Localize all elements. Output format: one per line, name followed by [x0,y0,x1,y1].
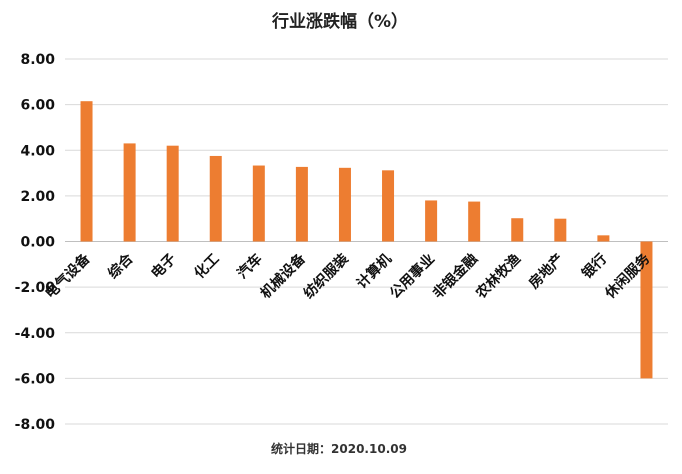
y-tick-label: -2.00 [15,280,56,296]
x-tick-label: 电气设备 [42,250,94,302]
x-tick-label: 纺织服装 [300,250,352,302]
footnote: 统计日期：2020.10.09 [271,441,407,456]
y-tick-label: -8.00 [15,417,56,433]
bar-5 [295,166,308,242]
y-tick-label: -6.00 [15,371,56,387]
y-tick-label: 0.00 [20,235,55,251]
x-tick-label: 电子 [148,250,180,282]
bar-8 [425,200,438,242]
y-axis-ticks: 8.00 6.00 4.00 2.00 0.00 -2.00 -4.00 -6.00 -8.00 [15,52,56,433]
y-tick-label: 6.00 [20,98,55,114]
bar-6 [338,167,351,242]
x-tick-label: 农林牧渔 [472,250,524,302]
bars [80,101,653,379]
x-tick-label: 公用事业 [386,250,438,302]
x-tick-label: 银行 [578,250,610,282]
bar-0 [80,101,93,242]
x-tick-label: 机械设备 [257,250,309,302]
bar-10 [511,218,524,242]
x-tick-label: 计算机 [353,250,395,292]
bar-3 [209,155,222,242]
bar-12 [597,235,610,242]
chart-title: 行业涨跌幅（%） [271,11,408,32]
bar-11 [554,218,567,242]
x-tick-label: 汽车 [234,250,266,282]
bar-13 [640,241,653,379]
x-tick-label: 化工 [191,250,223,282]
bar-4 [252,165,265,242]
x-tick-label: 综合 [105,250,138,283]
gridlines [65,58,668,425]
bar-7 [382,170,395,242]
y-tick-label: 2.00 [20,189,55,205]
y-tick-label: 8.00 [20,52,55,68]
x-tick-label: 非银金融 [429,250,481,302]
y-tick-label: -4.00 [15,326,56,342]
y-tick-label: 4.00 [20,143,55,159]
x-tick-label: 房地产 [525,250,567,292]
bar-9 [468,201,481,242]
bar-1 [123,143,136,242]
bar-2 [166,145,179,242]
